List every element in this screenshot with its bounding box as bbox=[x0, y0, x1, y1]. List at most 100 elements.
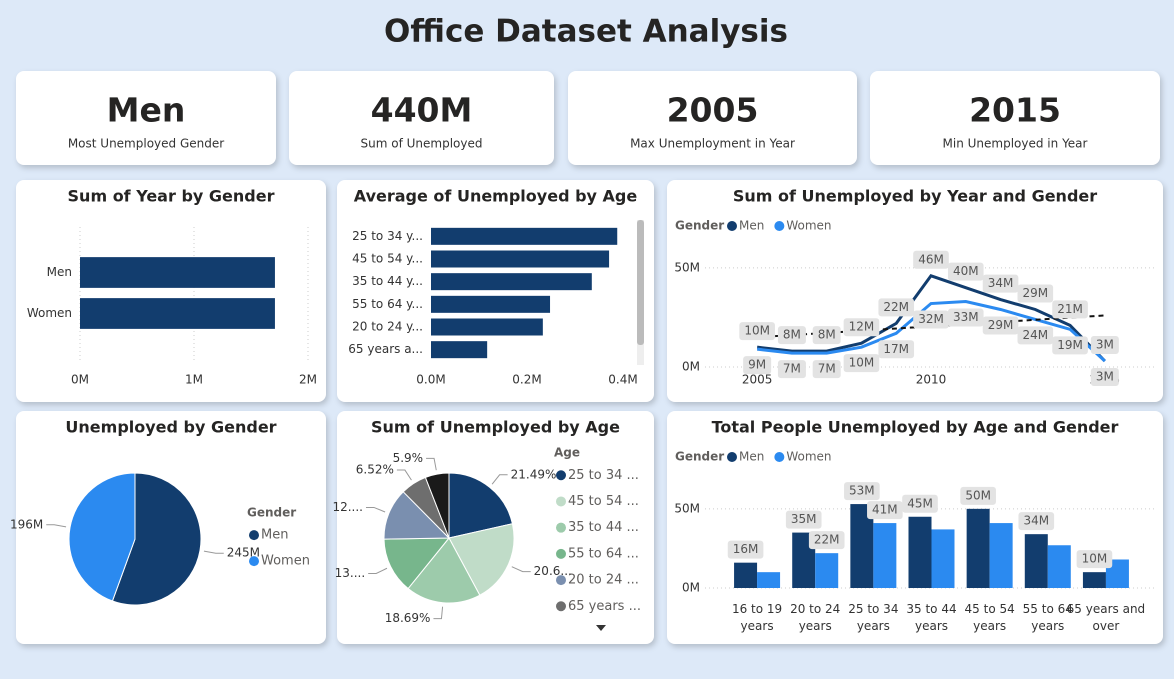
data-label-box bbox=[913, 310, 949, 329]
legend-label: 20 to 24 ... bbox=[568, 573, 639, 588]
data-label: 10M bbox=[1082, 552, 1108, 566]
x-tick-label: 2010 bbox=[916, 373, 947, 387]
y-tick-label: Women bbox=[27, 306, 72, 320]
data-label-box bbox=[867, 501, 903, 520]
y-tick-label: 35 to 44 y... bbox=[352, 274, 423, 288]
leader-line bbox=[46, 524, 67, 528]
legend-marker bbox=[556, 522, 566, 533]
data-label: 8M bbox=[783, 328, 801, 342]
data-label-box bbox=[843, 318, 880, 337]
data-label: 35M bbox=[791, 512, 817, 526]
data-label-box bbox=[808, 531, 845, 550]
data-label-box bbox=[878, 298, 915, 317]
chart-panel bbox=[16, 180, 326, 402]
x-tick-label: 0M bbox=[71, 373, 89, 387]
legend-label: Women bbox=[786, 450, 831, 464]
data-label: 29M bbox=[1022, 286, 1048, 300]
pie-slice bbox=[424, 472, 450, 539]
data-label-box bbox=[812, 326, 841, 345]
legend-scroll-arrow bbox=[596, 625, 606, 631]
y-tick-label: 45 to 54 y... bbox=[352, 252, 423, 266]
data-label-box bbox=[913, 250, 949, 269]
chart-title: Sum of Year by Gender bbox=[68, 187, 275, 206]
card bbox=[16, 71, 276, 165]
chart-panel bbox=[667, 180, 1163, 402]
leader-line bbox=[365, 506, 386, 513]
y-tick-label: 65 years a... bbox=[348, 342, 423, 356]
y-tick-label: Men bbox=[47, 265, 72, 279]
leader-line bbox=[203, 550, 224, 554]
data-label-box bbox=[1017, 284, 1054, 303]
legend-marker bbox=[556, 575, 566, 586]
card-label: Most Unemployed Gender bbox=[68, 137, 224, 151]
data-label: 24M bbox=[1022, 328, 1048, 342]
y-tick-label: 25 to 34 y... bbox=[352, 229, 423, 243]
data-label: 53M bbox=[849, 484, 875, 498]
bar bbox=[431, 341, 488, 359]
data-label: 10M bbox=[744, 324, 770, 338]
data-label: 41M bbox=[872, 503, 898, 517]
card-value: 2005 bbox=[667, 91, 759, 130]
leader-line bbox=[491, 474, 508, 485]
legend-label: 45 to 54 ... bbox=[568, 494, 639, 509]
data-label: 8M bbox=[818, 328, 836, 342]
bar bbox=[431, 227, 618, 245]
card-value: Men bbox=[107, 91, 186, 130]
data-label-box bbox=[843, 354, 880, 373]
data-label-box bbox=[1090, 368, 1119, 387]
data-label: 21M bbox=[1057, 302, 1083, 316]
x-tick-label: 1M bbox=[185, 373, 203, 387]
data-label: 12.... bbox=[332, 500, 363, 514]
data-label: 22M bbox=[814, 533, 840, 547]
pie-slice bbox=[383, 537, 451, 590]
data-label: 33M bbox=[953, 310, 979, 324]
y-tick-label: 0M bbox=[682, 581, 700, 595]
bar bbox=[815, 553, 839, 588]
card bbox=[568, 71, 857, 165]
legend-label: Men bbox=[261, 528, 288, 543]
data-label-box bbox=[743, 356, 772, 375]
data-label-box bbox=[785, 510, 822, 529]
x-tick-label: 35 to 44 years bbox=[906, 602, 956, 633]
line-series bbox=[756, 274, 1106, 363]
card-value: 440M bbox=[371, 91, 473, 130]
data-label: 7M bbox=[783, 362, 801, 376]
data-label: 32M bbox=[918, 312, 944, 326]
leader-line bbox=[368, 567, 388, 574]
legend-marker bbox=[556, 548, 566, 559]
data-label-box bbox=[947, 308, 984, 327]
x-tick-label: 0.2M bbox=[512, 373, 541, 387]
chart-panel bbox=[337, 180, 654, 402]
data-label-box bbox=[1076, 550, 1113, 569]
data-label: 17M bbox=[883, 342, 909, 356]
data-label: 34M bbox=[988, 276, 1014, 290]
card-label: Sum of Unemployed bbox=[361, 137, 483, 151]
leader-line bbox=[396, 469, 412, 481]
data-label: 46M bbox=[918, 252, 944, 266]
data-label: 9M bbox=[748, 358, 766, 372]
data-label: 34M bbox=[1023, 514, 1049, 528]
x-tick-label: 16 to 19 years bbox=[732, 602, 782, 633]
bar bbox=[734, 562, 758, 588]
data-label: 50M bbox=[965, 488, 991, 502]
bar bbox=[80, 257, 275, 288]
data-label: 20.6... bbox=[534, 564, 572, 578]
bar bbox=[873, 523, 897, 588]
pie-slice bbox=[448, 472, 514, 539]
data-label: 196M bbox=[10, 517, 43, 531]
x-tick-label: 25 to 34 years bbox=[848, 602, 898, 633]
data-label-box bbox=[844, 482, 880, 501]
legend-marker bbox=[556, 470, 566, 481]
legend-label: Men bbox=[739, 450, 764, 464]
data-label-box bbox=[777, 326, 806, 345]
bar bbox=[757, 572, 781, 588]
bar bbox=[431, 295, 551, 313]
legend-title: Gender bbox=[247, 506, 296, 520]
dashboard-title: Office Dataset Analysis bbox=[384, 14, 788, 50]
data-label-box bbox=[947, 262, 984, 281]
bar bbox=[908, 516, 932, 588]
y-tick-label: 50M bbox=[674, 260, 700, 274]
legend-marker bbox=[556, 601, 566, 612]
data-label: 6.52% bbox=[356, 463, 394, 477]
